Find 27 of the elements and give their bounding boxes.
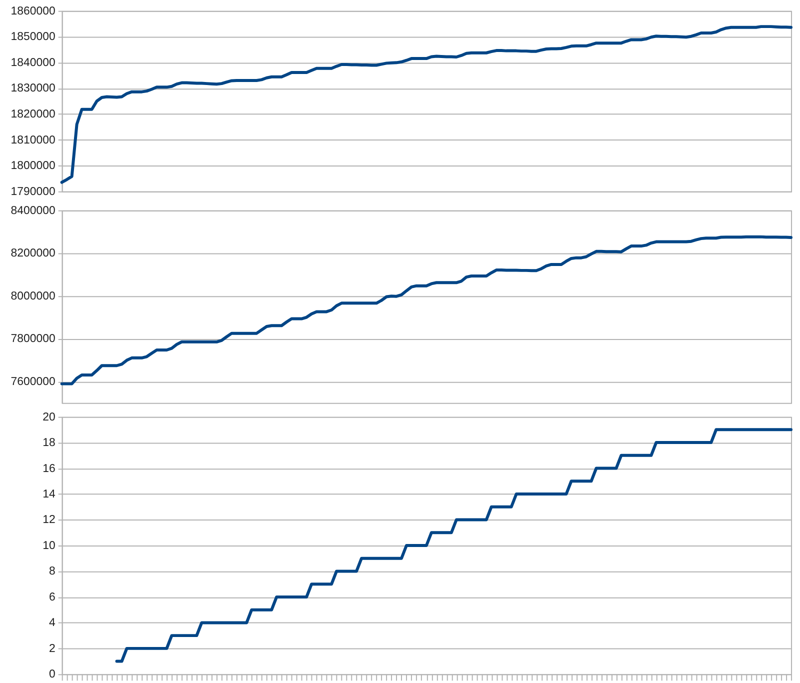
y-tick-label: 1820000 bbox=[10, 108, 56, 120]
y-tick-label: 1790000 bbox=[10, 186, 56, 198]
y-tick-label: 0 bbox=[48, 668, 56, 681]
y-tick-label: 12 bbox=[42, 514, 56, 526]
y-tick-label: 18 bbox=[42, 437, 56, 450]
y-tick-label: 1850000 bbox=[10, 31, 56, 44]
y-tick-label: 6 bbox=[48, 591, 56, 604]
y-tick-label: 1840000 bbox=[10, 56, 56, 69]
line-series bbox=[60, 25, 793, 184]
y-tick-label: 1830000 bbox=[10, 82, 56, 95]
y-tick-label: 16 bbox=[42, 462, 56, 475]
y-tick-label: 1860000 bbox=[10, 5, 56, 18]
y-tick-label: 2 bbox=[48, 642, 56, 655]
y-tick-label: 14 bbox=[42, 488, 56, 501]
line-series bbox=[60, 235, 793, 386]
line-series bbox=[115, 428, 793, 663]
y-tick-label: 4 bbox=[48, 617, 56, 630]
y-tick-label: 20 bbox=[42, 411, 56, 424]
y-tick-label: 10 bbox=[42, 540, 56, 552]
y-tick-label: 8200000 bbox=[10, 248, 56, 260]
y-tick-label: 7800000 bbox=[10, 333, 56, 346]
y-tick-label: 8000000 bbox=[10, 290, 56, 302]
y-tick-label: 8400000 bbox=[10, 204, 56, 217]
y-tick-label: 1810000 bbox=[10, 134, 56, 146]
y-tick-label: 8 bbox=[48, 566, 56, 578]
y-tick-label: 1800000 bbox=[10, 160, 56, 172]
y-tick-label: 7600000 bbox=[10, 376, 56, 388]
